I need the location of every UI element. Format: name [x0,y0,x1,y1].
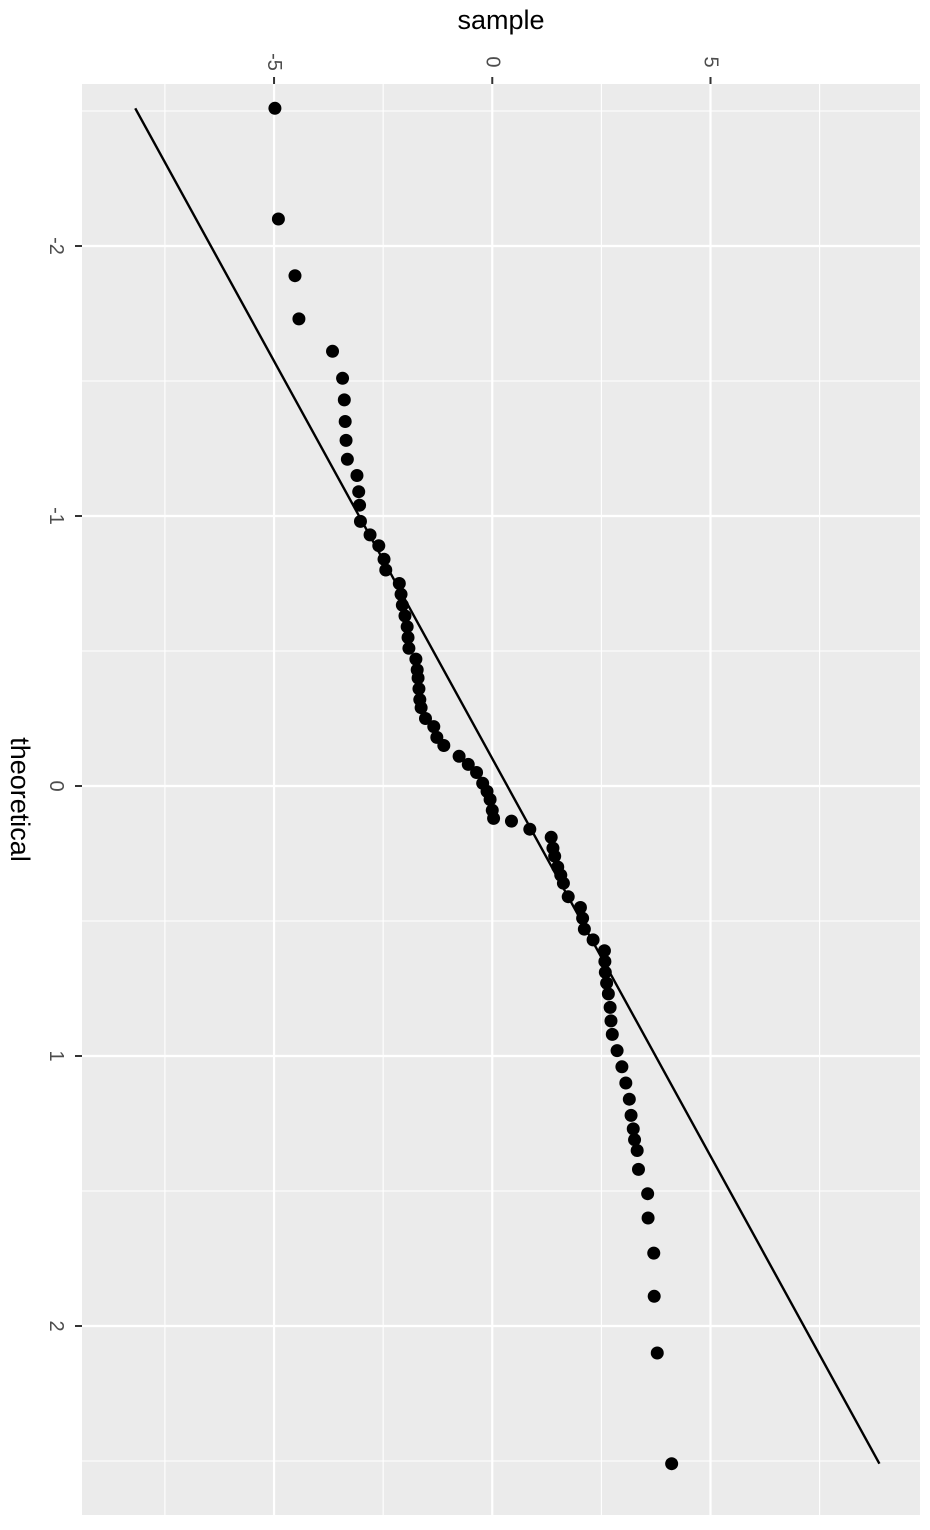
x-tick-label: 1 [45,1050,67,1061]
data-point [470,766,484,779]
data-point [372,539,386,553]
data-point [292,312,306,326]
x-tick-label: 0 [45,780,67,791]
data-point [647,1289,661,1303]
y-tick-label: 0 [481,56,503,67]
data-point [598,955,612,968]
data-points [268,101,679,1471]
data-point [268,101,282,115]
data-point [402,641,416,655]
data-point [598,965,612,979]
data-point [665,1457,679,1471]
y-axis-title: sample [457,5,544,35]
y-tick-label: 5 [700,56,722,67]
data-point [573,901,587,914]
data-point [338,415,352,428]
data-point [544,830,558,844]
data-point [624,1108,638,1122]
y-tick-label: -5 [263,53,285,71]
plot-panel [82,84,920,1515]
data-point [409,652,423,666]
data-point [631,1162,645,1176]
data-point [556,876,570,890]
data-point [628,1133,642,1147]
data-point [326,344,340,358]
data-point [350,469,364,482]
data-point [603,1000,617,1014]
data-point [600,976,614,990]
data-point [619,1076,633,1090]
data-point [597,944,611,958]
data-point [340,452,354,466]
data-point [577,922,591,936]
data-point [452,749,466,763]
data-point [504,814,518,828]
data-point [392,577,406,590]
data-point [352,485,366,499]
data-point [288,269,302,283]
x-tick-label: 2 [45,1320,67,1331]
data-point [353,514,367,528]
data-point [271,212,285,226]
data-point [394,587,408,601]
data-point [523,822,537,836]
data-point [641,1211,655,1225]
x-tick-label: -2 [45,237,67,255]
data-point [615,1060,629,1074]
data-point [336,371,350,385]
data-point [605,1027,619,1041]
data-point [647,1246,661,1260]
data-point [379,563,393,577]
data-point [411,671,425,685]
data-point [601,987,615,1001]
data-point [412,682,426,696]
data-point [586,933,600,947]
data-point [610,1044,624,1058]
data-point [461,757,475,771]
data-point [418,712,432,725]
data-point [650,1346,664,1360]
data-point [427,720,441,734]
data-point [337,393,351,407]
data-point [377,552,391,566]
data-point [437,739,451,752]
data-point [626,1122,640,1136]
data-point [604,1014,618,1028]
data-point [561,890,575,904]
data-point [576,911,590,925]
x-tick-label: -1 [45,507,67,525]
reference-line [134,107,881,1465]
data-point [400,620,414,634]
x-axis-title: theoretical [5,737,35,862]
data-point [548,849,562,863]
data-point [630,1144,644,1157]
data-point [339,433,353,447]
data-point [414,701,428,715]
x-axis-ticks: -2 -1 0 1 2 [45,237,82,1332]
data-point [622,1092,636,1106]
data-point [483,793,497,806]
data-point [487,811,501,825]
data-point [395,598,409,612]
data-point [353,498,367,512]
y-axis-ticks: -5 0 5 [263,53,722,84]
data-point [398,609,412,623]
data-point [401,631,415,644]
data-point [363,528,377,542]
grid-minor [82,84,920,1515]
data-point [641,1187,655,1201]
